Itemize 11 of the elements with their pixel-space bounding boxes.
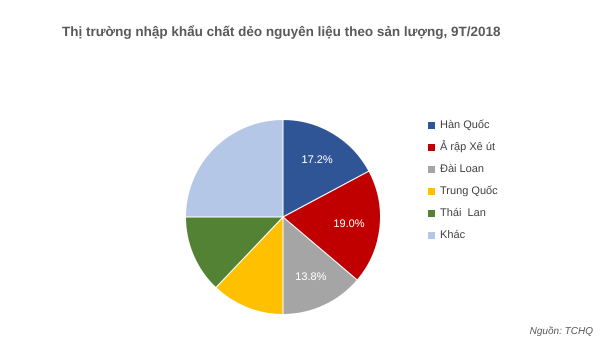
legend-label: Khác bbox=[440, 229, 466, 241]
data-label: 17.2% bbox=[302, 154, 333, 166]
text: Nguồn: TCHQ bbox=[530, 326, 593, 337]
legend-label: Ả rập Xê út bbox=[440, 141, 496, 153]
legend-label: Đài Loan bbox=[440, 163, 484, 175]
legend-label: Trung Quốc bbox=[440, 185, 498, 197]
legend-label: Thái Lan bbox=[440, 207, 486, 219]
data-label: 19.0% bbox=[333, 218, 365, 230]
legend-label: Hàn Quốc bbox=[440, 119, 490, 131]
data-label: 13.8% bbox=[295, 271, 327, 284]
chart-title: Thị trường nhập khẩu chất dẻo nguyên liệu theo sản lượng, 9T/2018 bbox=[62, 24, 501, 39]
